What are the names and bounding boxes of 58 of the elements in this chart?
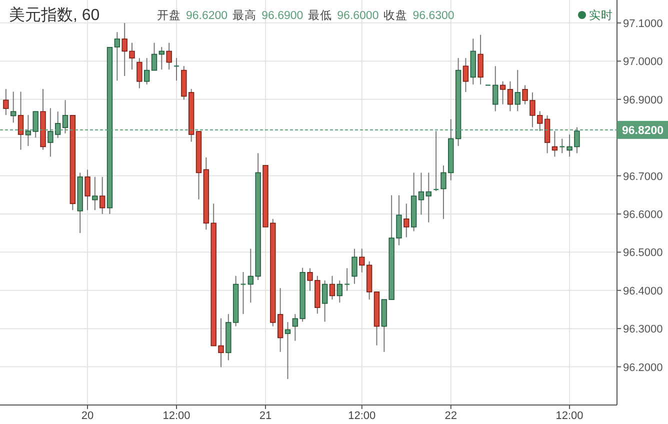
candlestick — [158, 46, 165, 70]
candlestick — [166, 42, 172, 70]
y-tick-label: 97.0000 — [623, 56, 663, 68]
candlestick — [99, 176, 106, 214]
candlestick — [336, 280, 342, 304]
text: 实时 — [589, 8, 613, 22]
candlestick — [329, 275, 336, 300]
candlestick — [92, 176, 98, 211]
candlestick — [322, 280, 328, 322]
candlestick — [84, 169, 90, 211]
x-tick-label: 21 — [259, 410, 272, 422]
x-tick-label: 12:00 — [556, 410, 584, 422]
candlestick — [18, 91, 24, 150]
y-tick-label: 96.3000 — [623, 324, 663, 336]
candlestick — [151, 42, 158, 71]
candlestick — [559, 138, 566, 154]
candlestick — [418, 172, 424, 216]
x-tick-label: 20 — [81, 410, 94, 422]
candlestick — [144, 58, 150, 85]
annotation: 收盘 — [384, 9, 408, 22]
ref-line-label: 96.8200 — [622, 124, 664, 137]
annotation: 96.6300 — [412, 10, 454, 22]
annotation: 96.6900 — [262, 10, 304, 22]
candlestick — [500, 80, 506, 105]
x-tick-label: 12:00 — [348, 410, 376, 422]
annotation: 96.6000 — [337, 10, 379, 22]
y-tick-label: 96.7000 — [623, 170, 663, 183]
candlestick — [3, 88, 9, 116]
candlestick — [514, 69, 520, 112]
candlestick — [492, 66, 498, 112]
y-tick-label: 96.4000 — [623, 285, 663, 298]
candlestick — [462, 58, 469, 93]
candlestick — [114, 32, 120, 82]
x-tick-label: 22 — [444, 410, 458, 422]
candlestick — [544, 114, 550, 154]
x-tick-label: 12:00 — [162, 410, 190, 422]
annotation: 96.6200 — [186, 10, 228, 22]
candlestick — [359, 248, 365, 273]
candlestick — [240, 272, 246, 315]
candlestick — [352, 248, 358, 284]
candlestick — [478, 34, 484, 85]
y-tick-label: 97.1000 — [623, 18, 663, 30]
annotation: 最低 — [308, 9, 332, 22]
y-tick-label: 96.9000 — [623, 94, 663, 106]
candlestick — [344, 268, 350, 292]
y-tick-label: 96.5000 — [623, 247, 663, 260]
candlestick — [136, 58, 142, 89]
candlestick — [426, 172, 432, 223]
candlestick — [284, 322, 291, 380]
candlestick — [552, 130, 558, 158]
candlestick — [10, 91, 16, 124]
candlestick — [507, 80, 514, 112]
annotation: 开盘 — [157, 9, 181, 22]
y-tick-label: 96.6000 — [623, 208, 663, 221]
annotation: 最高 — [232, 8, 257, 22]
chart-title: 美元指数, 60 — [9, 6, 100, 24]
candlestick — [404, 203, 410, 238]
y-tick-label: 96.2000 — [623, 362, 663, 374]
